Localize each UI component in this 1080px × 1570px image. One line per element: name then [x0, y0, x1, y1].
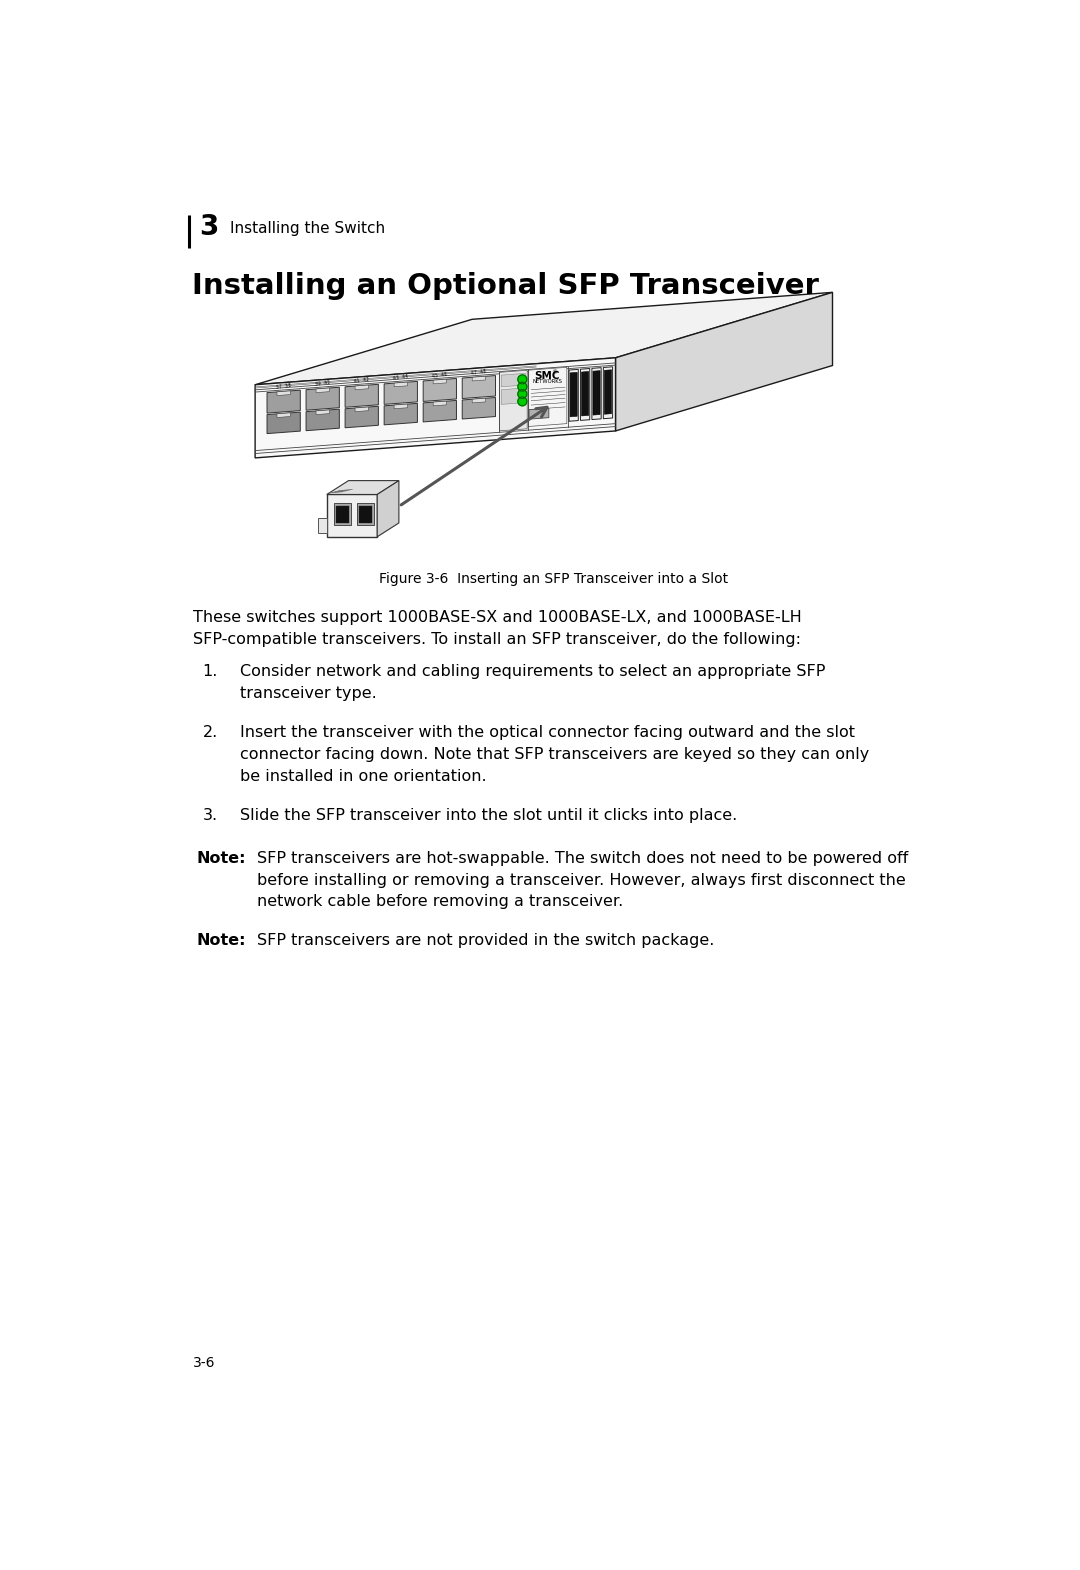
Polygon shape — [433, 380, 446, 385]
Text: 41  42: 41 42 — [354, 377, 369, 385]
Text: SFP transceivers are hot-swappable. The switch does not need to be powered off: SFP transceivers are hot-swappable. The … — [257, 851, 908, 865]
Polygon shape — [593, 371, 600, 414]
Circle shape — [517, 375, 527, 383]
Polygon shape — [346, 385, 378, 407]
Polygon shape — [501, 374, 525, 386]
Text: 47  48: 47 48 — [471, 369, 487, 375]
Polygon shape — [529, 408, 549, 419]
Text: 37  38: 37 38 — [275, 383, 292, 391]
Polygon shape — [462, 397, 496, 419]
Polygon shape — [306, 388, 339, 410]
Bar — [357, 504, 374, 524]
Polygon shape — [276, 413, 291, 418]
Polygon shape — [423, 378, 457, 402]
Circle shape — [517, 382, 527, 391]
Text: Insert the transceiver with the optical connector facing outward and the slot: Insert the transceiver with the optical … — [240, 725, 854, 739]
Polygon shape — [316, 410, 329, 414]
Polygon shape — [267, 391, 300, 413]
Polygon shape — [384, 403, 417, 425]
Text: 2.: 2. — [202, 725, 218, 739]
Polygon shape — [605, 371, 611, 414]
Text: 39  40: 39 40 — [314, 380, 330, 388]
Polygon shape — [604, 367, 612, 419]
Polygon shape — [306, 410, 339, 430]
Text: Figure 3-6  Inserting an SFP Transceiver into a Slot: Figure 3-6 Inserting an SFP Transceiver … — [379, 571, 728, 586]
Text: 43  44: 43 44 — [393, 374, 409, 382]
Polygon shape — [472, 399, 486, 403]
Polygon shape — [394, 403, 407, 408]
Polygon shape — [581, 372, 589, 416]
Text: before installing or removing a transceiver. However, always first disconnect th: before installing or removing a transcei… — [257, 873, 905, 887]
Text: transceiver type.: transceiver type. — [240, 686, 376, 702]
Text: 3-6: 3-6 — [193, 1356, 216, 1371]
Text: These switches support 1000BASE-SX and 1000BASE-LX, and 1000BASE-LH: These switches support 1000BASE-SX and 1… — [193, 611, 801, 625]
Bar — [336, 506, 349, 523]
Text: Installing an Optional SFP Transceiver: Installing an Optional SFP Transceiver — [191, 272, 819, 300]
Polygon shape — [318, 518, 327, 532]
Polygon shape — [355, 407, 368, 411]
Text: 3: 3 — [200, 214, 218, 240]
Polygon shape — [255, 358, 616, 458]
Text: Consider network and cabling requirements to select an appropriate SFP: Consider network and cabling requirement… — [240, 664, 825, 680]
Text: Note:: Note: — [197, 934, 246, 948]
Polygon shape — [499, 371, 527, 430]
Text: network cable before removing a transceiver.: network cable before removing a transcei… — [257, 895, 623, 909]
Bar — [334, 504, 351, 524]
Polygon shape — [327, 480, 399, 495]
Text: ®: ® — [551, 371, 557, 375]
Text: Note:: Note: — [197, 851, 246, 865]
Polygon shape — [276, 391, 291, 396]
Text: NETWORKS: NETWORKS — [532, 380, 562, 385]
Polygon shape — [528, 367, 567, 427]
Polygon shape — [472, 377, 486, 382]
Text: be installed in one orientation.: be installed in one orientation. — [240, 769, 486, 783]
Polygon shape — [616, 292, 833, 430]
Polygon shape — [570, 372, 577, 416]
Text: SMC: SMC — [535, 371, 559, 382]
Polygon shape — [580, 369, 590, 421]
Polygon shape — [255, 292, 833, 385]
Polygon shape — [462, 375, 496, 399]
Polygon shape — [267, 411, 300, 433]
Polygon shape — [346, 407, 378, 427]
Polygon shape — [384, 382, 417, 405]
Polygon shape — [355, 385, 368, 389]
Polygon shape — [569, 369, 578, 421]
Circle shape — [517, 397, 527, 405]
Polygon shape — [327, 495, 377, 537]
Polygon shape — [433, 402, 446, 405]
Text: 1.: 1. — [202, 664, 218, 680]
Text: Installing the Switch: Installing the Switch — [230, 221, 384, 236]
Text: 45  46: 45 46 — [432, 372, 448, 378]
Polygon shape — [394, 382, 407, 386]
Text: connector facing down. Note that SFP transceivers are keyed so they can only: connector facing down. Note that SFP tra… — [240, 747, 869, 761]
Text: SFP-compatible transceivers. To install an SFP transceiver, do the following:: SFP-compatible transceivers. To install … — [193, 633, 801, 647]
Circle shape — [517, 389, 527, 399]
Bar — [360, 506, 372, 523]
Text: 3.: 3. — [202, 809, 217, 823]
Polygon shape — [316, 388, 329, 392]
Polygon shape — [377, 480, 399, 537]
Polygon shape — [592, 367, 602, 419]
Polygon shape — [501, 388, 525, 405]
Text: Slide the SFP transceiver into the slot until it clicks into place.: Slide the SFP transceiver into the slot … — [240, 809, 737, 823]
Polygon shape — [423, 400, 457, 422]
Text: SFP transceivers are not provided in the switch package.: SFP transceivers are not provided in the… — [257, 934, 714, 948]
